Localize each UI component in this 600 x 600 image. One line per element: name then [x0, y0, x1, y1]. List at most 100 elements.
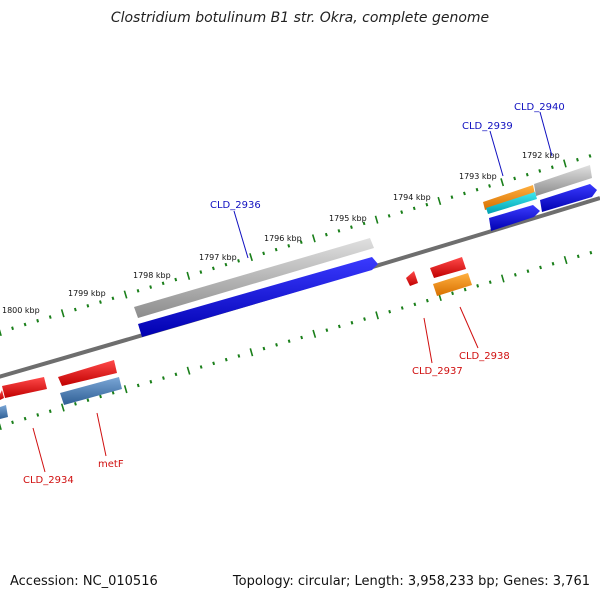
gene-label-cld-2939[interactable]: CLD_2939	[462, 121, 513, 132]
minor-tick	[450, 195, 454, 199]
minor-tick	[425, 202, 429, 207]
minor-tick	[400, 210, 404, 215]
minor-tick	[36, 413, 40, 417]
scale-label-1799: 1799 kbp	[68, 289, 106, 298]
major-tick	[312, 329, 317, 338]
minor-tick	[48, 315, 52, 319]
gene-cld-2939-orange[interactable]	[483, 185, 535, 210]
forward-features	[134, 165, 597, 337]
gene-metf-steelblue[interactable]	[60, 377, 122, 405]
minor-tick	[199, 365, 203, 369]
minor-tick	[476, 284, 480, 288]
leader-cld-2939	[489, 130, 504, 177]
minor-tick	[337, 324, 341, 329]
minor-tick	[211, 266, 215, 271]
minor-tick	[23, 416, 27, 421]
minor-tick	[274, 247, 278, 252]
minor-tick	[149, 379, 153, 384]
minor-tick	[488, 184, 491, 188]
major-tick	[186, 366, 191, 375]
gene-cld-2938-orange[interactable]	[433, 273, 472, 296]
minor-tick	[538, 169, 542, 173]
leader-cld-2938	[459, 306, 479, 349]
minor-tick	[388, 309, 392, 314]
gene-label-cld-2934[interactable]: CLD_2934	[23, 475, 74, 486]
major-tick	[186, 271, 191, 280]
major-tick	[500, 274, 505, 283]
gene-label-cld-2937[interactable]: CLD_2937	[412, 366, 463, 377]
leader-metf	[96, 412, 107, 457]
minor-tick	[463, 287, 467, 292]
major-tick	[374, 215, 379, 224]
minor-tick	[212, 361, 216, 366]
gene-cld-2940-blue[interactable]	[540, 184, 597, 212]
minor-tick	[463, 191, 466, 196]
minor-tick	[199, 270, 203, 274]
scale-label-1798: 1798 kbp	[133, 271, 171, 280]
outer-tick-track	[0, 154, 592, 337]
minor-tick	[99, 394, 102, 399]
gene-label-cld-2938[interactable]: CLD_2938	[459, 351, 510, 362]
minor-tick	[362, 221, 366, 226]
gene-cld-2937-red[interactable]	[406, 271, 418, 286]
major-tick	[437, 196, 442, 206]
inner-tick-track	[0, 250, 593, 431]
minor-tick	[525, 172, 529, 177]
minor-tick	[224, 357, 228, 362]
major-tick	[249, 253, 253, 262]
minor-tick	[36, 318, 40, 323]
minor-tick	[413, 302, 417, 307]
gene-cld-2936-blue[interactable]	[138, 257, 378, 337]
gene-cld-2934-red[interactable]	[2, 377, 47, 398]
gene-cld-2939-blue[interactable]	[489, 205, 540, 231]
scale-label-1792: 1792 kbp	[522, 151, 560, 160]
gene-cld-2939-cyan[interactable]	[486, 192, 537, 214]
gene-cld-2940-gray[interactable]	[534, 165, 592, 196]
minor-tick	[551, 261, 555, 266]
gene-cld-2934-red-edge[interactable]	[0, 390, 4, 400]
minor-tick	[74, 402, 77, 406]
minor-tick	[99, 300, 102, 304]
minor-tick	[299, 240, 303, 244]
minor-tick	[513, 273, 517, 277]
minor-tick	[174, 277, 178, 282]
major-tick	[60, 309, 65, 318]
minor-tick	[539, 265, 542, 270]
minor-tick	[412, 206, 416, 211]
minor-tick	[513, 176, 517, 181]
gene-cld-2934-steelblue[interactable]	[0, 405, 8, 419]
minor-tick	[475, 187, 479, 192]
minor-tick	[86, 398, 90, 402]
map-title: Clostridium botulinum B1 str. Okra, comp…	[110, 10, 490, 26]
minor-tick	[287, 339, 291, 343]
scale-labels: 1792 kbp 1793 kbp 1794 kbp 1795 kbp 1796…	[2, 151, 560, 315]
minor-tick	[324, 232, 328, 237]
gene-cld-2938-red[interactable]	[430, 257, 466, 278]
gene-label-metf[interactable]: metF	[98, 459, 124, 470]
gene-label-cld-2940[interactable]: CLD_2940	[514, 102, 565, 113]
minor-tick	[48, 409, 52, 414]
gene-label-cld-2936[interactable]: CLD_2936	[210, 200, 261, 211]
minor-tick	[576, 254, 580, 259]
gene-metf-red[interactable]	[58, 360, 117, 386]
gene-cld-2936-gray[interactable]	[134, 238, 374, 318]
leader-cld-2934	[32, 427, 46, 473]
major-tick	[0, 329, 2, 337]
label-leaders	[32, 111, 553, 473]
scale-label-1800: 1800 kbp	[2, 306, 40, 315]
minor-tick	[350, 225, 353, 229]
major-tick	[311, 234, 316, 243]
major-tick	[500, 178, 505, 187]
scale-label-1796: 1796 kbp	[264, 234, 302, 243]
minor-tick	[111, 391, 115, 395]
minor-tick	[237, 354, 241, 358]
leader-cld-2936	[233, 210, 249, 259]
minor-tick	[174, 372, 178, 377]
scale-label-1795: 1795 kbp	[329, 214, 367, 223]
scale-label-1794: 1794 kbp	[393, 193, 431, 202]
minor-tick	[11, 420, 14, 425]
leader-cld-2940	[539, 111, 553, 157]
minor-tick	[73, 307, 77, 312]
minor-tick	[425, 298, 429, 303]
minor-tick	[576, 157, 579, 162]
